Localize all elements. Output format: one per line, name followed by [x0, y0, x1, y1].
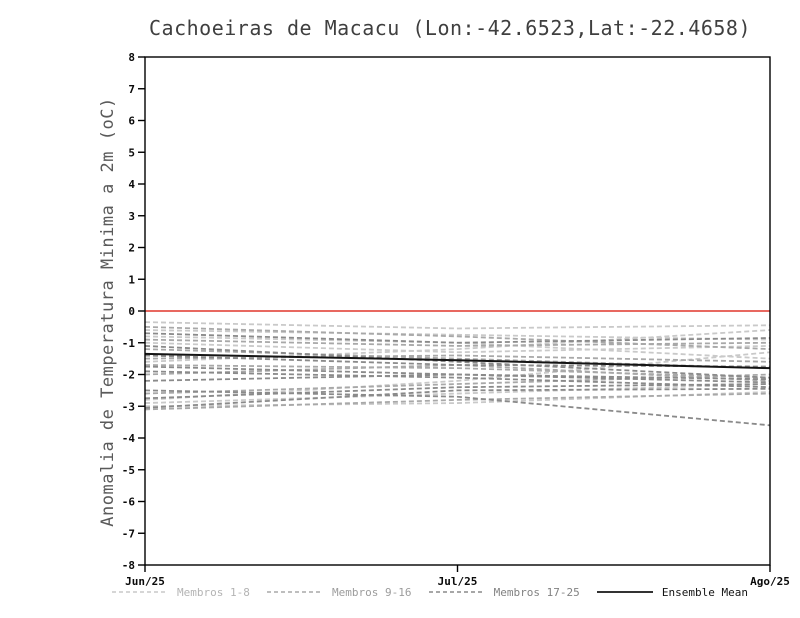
- y-tick-label: 4: [128, 178, 135, 191]
- legend-label: Ensemble Mean: [661, 585, 748, 599]
- ensemble-member-line: [144, 329, 771, 341]
- ensemble-member-line: [144, 387, 771, 409]
- chart-legend: Membros 1-8 Membros 9-16 Membros 17-25 Ense…: [112, 583, 748, 601]
- ensemble-member-line: [144, 341, 771, 354]
- y-tick-label: -1: [122, 337, 136, 350]
- ensemble-member-line: [144, 321, 771, 330]
- ensemble-member-line: [144, 351, 771, 401]
- legend-line-sample: [267, 591, 324, 593]
- y-tick-label: 8: [128, 51, 135, 64]
- y-tick-label: -5: [122, 464, 135, 477]
- y-tick-label: 3: [128, 210, 135, 223]
- ensemble-member-line: [144, 332, 771, 344]
- legend-entry: Membros 1-8: [112, 586, 250, 599]
- ensemble-member-line: [144, 383, 771, 400]
- legend-entry: Ensemble Mean: [596, 585, 748, 599]
- ensemble-member-line: [144, 325, 771, 350]
- ensemble-member-line: [144, 373, 771, 382]
- ensemble-member-line: [144, 392, 771, 411]
- legend-label: Membros 9-16: [332, 585, 412, 599]
- legend-entry: Membros 9-16: [267, 585, 412, 599]
- legend-entry: Membros 17-25: [428, 585, 580, 599]
- x-tick-label: Ago/25: [750, 575, 790, 588]
- ensemble-member-line: [144, 338, 771, 347]
- x-tick-label: Jul/25: [438, 575, 478, 588]
- y-tick-label: 5: [128, 146, 135, 159]
- x-tick-label: Jun/25: [125, 575, 165, 588]
- y-tick-label: -6: [122, 496, 136, 509]
- y-tick-label: 1: [128, 273, 135, 286]
- y-tick-label: -7: [122, 527, 135, 540]
- y-tick-label: 7: [128, 83, 135, 96]
- ensemble-member-line: [144, 370, 771, 389]
- legend-label: Membros 17-25: [493, 585, 580, 599]
- legend-label: Membros 1-8: [177, 585, 250, 599]
- y-tick-label: -4: [122, 432, 136, 445]
- y-tick-label: 6: [128, 115, 135, 128]
- y-tick-label: 0: [128, 305, 135, 318]
- ensemble-member-line: [144, 383, 771, 404]
- chart-title: Cachoeiras de Macacu (Lon:-42.6523,Lat:-…: [149, 16, 751, 40]
- y-tick-label: 2: [128, 242, 135, 255]
- ensemble-member-line: [144, 345, 771, 379]
- ensemble-member-line: [144, 354, 771, 363]
- ensemble-member-line: [144, 389, 771, 427]
- legend-line-sample: [596, 591, 653, 593]
- y-tick-label: -2: [122, 369, 135, 382]
- ensemble-member-line: [144, 364, 771, 379]
- legend-line-sample: [428, 591, 485, 593]
- y-tick-label: -8: [122, 559, 135, 572]
- ensemble-mean-line: [144, 352, 771, 370]
- legend-line-sample: [112, 591, 168, 593]
- y-tick-label: -3: [122, 400, 135, 413]
